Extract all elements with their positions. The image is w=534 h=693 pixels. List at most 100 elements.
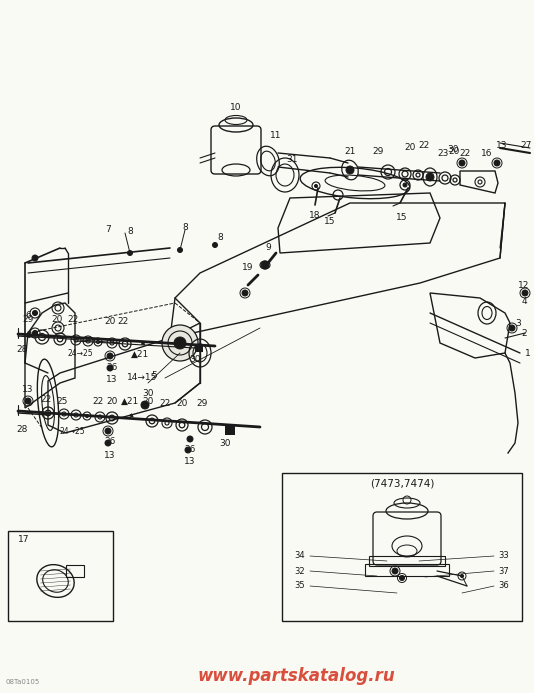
Text: www.partskatalog.ru: www.partskatalog.ru (198, 667, 395, 685)
Text: 22: 22 (117, 317, 129, 326)
Text: 31: 31 (286, 155, 298, 164)
Text: 08Ta0105: 08Ta0105 (5, 678, 40, 685)
Text: 13: 13 (104, 450, 116, 459)
Circle shape (107, 353, 113, 359)
Text: 25: 25 (56, 396, 68, 405)
Circle shape (141, 401, 149, 409)
Text: 28: 28 (17, 425, 28, 434)
Text: ▲21: ▲21 (121, 396, 139, 405)
Text: 4: 4 (521, 297, 527, 306)
Text: 21: 21 (344, 146, 356, 155)
Circle shape (174, 337, 186, 349)
Text: 3: 3 (515, 319, 521, 328)
Circle shape (399, 575, 404, 581)
Bar (282, 473, 522, 621)
Text: 19: 19 (242, 263, 254, 272)
Text: 29: 29 (197, 398, 208, 407)
Text: 7: 7 (105, 225, 111, 234)
Text: 17: 17 (18, 534, 30, 543)
Text: 8: 8 (217, 234, 223, 243)
Circle shape (494, 160, 500, 166)
Text: 24→25: 24→25 (67, 349, 93, 358)
Text: 13: 13 (184, 457, 196, 466)
Circle shape (162, 325, 198, 361)
Bar (369, 556, 445, 566)
Circle shape (105, 428, 111, 434)
Circle shape (261, 261, 269, 269)
Circle shape (392, 568, 398, 574)
Text: 13: 13 (496, 141, 508, 150)
Circle shape (213, 243, 217, 247)
Text: 13: 13 (106, 376, 118, 385)
Text: 6: 6 (25, 310, 31, 319)
Circle shape (187, 436, 193, 442)
Circle shape (522, 290, 528, 296)
Text: 6: 6 (25, 331, 31, 340)
Text: 22: 22 (92, 396, 104, 405)
Text: 29: 29 (22, 315, 34, 324)
Circle shape (33, 331, 37, 335)
Text: ▲21: ▲21 (131, 349, 149, 358)
Text: 2: 2 (521, 328, 527, 337)
Text: 8: 8 (182, 224, 188, 232)
Circle shape (177, 247, 183, 252)
Circle shape (459, 160, 465, 166)
Text: 26: 26 (184, 446, 195, 455)
Circle shape (128, 250, 132, 256)
Text: 20: 20 (106, 396, 117, 405)
Circle shape (32, 255, 38, 261)
Text: 30: 30 (447, 146, 459, 155)
Circle shape (25, 398, 31, 404)
Bar (8, 531, 113, 621)
Circle shape (403, 183, 407, 187)
Text: 10: 10 (230, 103, 242, 112)
Circle shape (426, 173, 434, 181)
Text: 22: 22 (459, 148, 470, 157)
Text: 24→25: 24→25 (59, 426, 85, 435)
Text: 12: 12 (519, 281, 530, 290)
Text: 22: 22 (159, 398, 171, 407)
Circle shape (107, 365, 113, 371)
Circle shape (242, 290, 248, 296)
Text: 5: 5 (151, 371, 157, 380)
Text: 28: 28 (17, 346, 28, 355)
Text: 11: 11 (270, 132, 282, 141)
Text: 18: 18 (309, 211, 321, 220)
Text: 22: 22 (41, 394, 52, 403)
Circle shape (33, 310, 37, 315)
Text: 16: 16 (481, 148, 493, 157)
Text: 27: 27 (520, 141, 532, 150)
Text: 33: 33 (499, 552, 509, 561)
Text: 37: 37 (499, 566, 509, 575)
Text: 1: 1 (525, 349, 531, 358)
Text: 13: 13 (22, 385, 34, 394)
Circle shape (509, 325, 515, 331)
Bar (195, 344, 203, 352)
Text: 26: 26 (106, 364, 117, 373)
Circle shape (460, 574, 464, 577)
Circle shape (105, 440, 111, 446)
Bar (66, 565, 83, 577)
Text: 22: 22 (67, 315, 78, 324)
Text: 8: 8 (127, 227, 133, 236)
Text: 20: 20 (104, 317, 116, 326)
Text: 30: 30 (189, 356, 201, 365)
Bar (365, 564, 449, 576)
Text: (7473,7474): (7473,7474) (370, 478, 434, 488)
Text: 15: 15 (396, 213, 408, 222)
Text: 26: 26 (104, 437, 116, 446)
Bar (225, 425, 235, 435)
Text: 29: 29 (372, 148, 384, 157)
Text: 20: 20 (449, 148, 460, 157)
Text: 20: 20 (176, 398, 187, 407)
Text: 34: 34 (295, 552, 305, 561)
Circle shape (315, 184, 318, 188)
Text: 23: 23 (437, 148, 449, 157)
Text: 30: 30 (142, 389, 154, 398)
Circle shape (346, 166, 354, 174)
Text: 20: 20 (143, 398, 154, 407)
Circle shape (226, 426, 234, 434)
Text: 9: 9 (265, 243, 271, 252)
Text: 32: 32 (295, 566, 305, 575)
Text: 20: 20 (51, 315, 62, 324)
